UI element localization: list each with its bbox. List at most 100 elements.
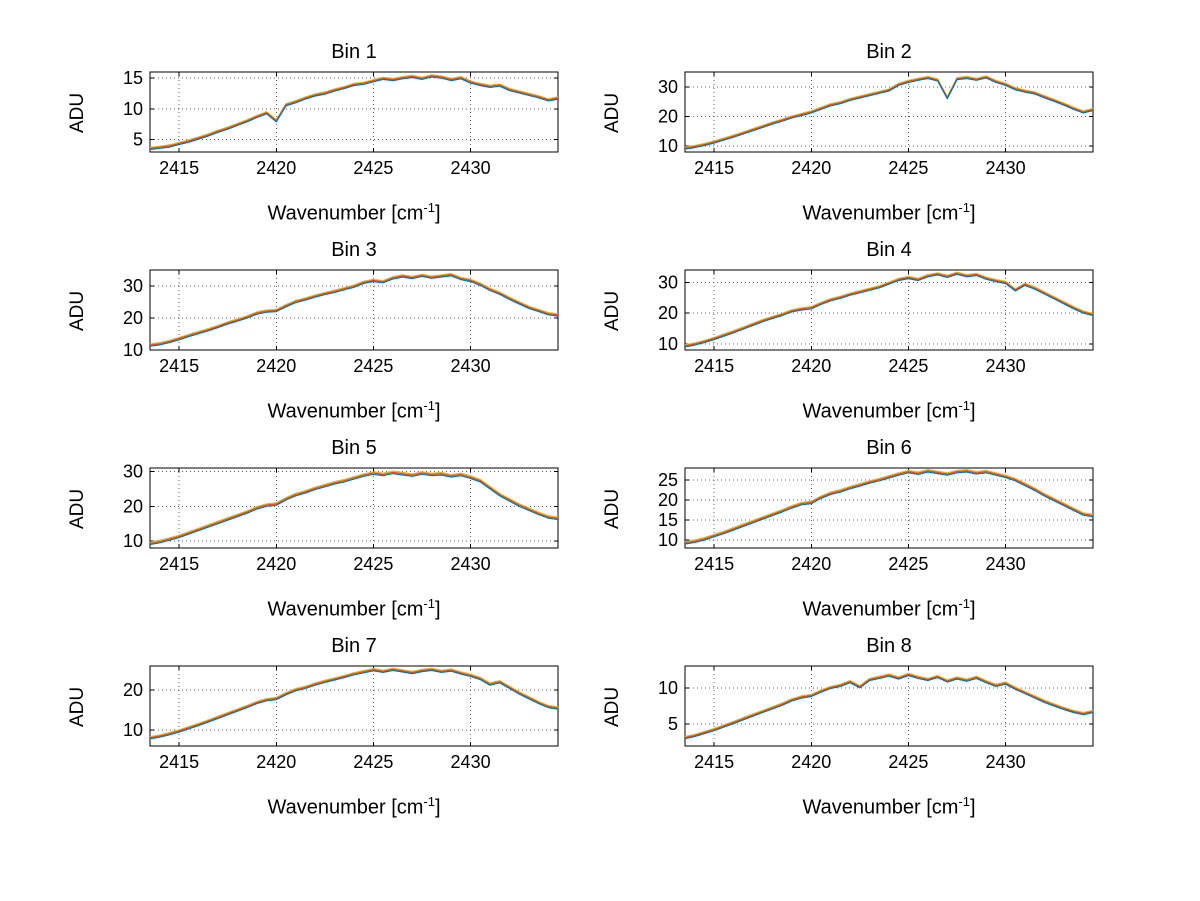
trace-yellow (684, 271, 1094, 346)
x-axis-label-close: ] (434, 796, 441, 819)
x-axis-label-text: Wavenumber [cm (802, 202, 959, 225)
y-axis-label: ADU (67, 290, 88, 331)
trace-orange (684, 470, 1094, 544)
y-tick-label: 20 (123, 496, 143, 516)
x-axis-label: Wavenumber [cm-1] (685, 596, 1093, 626)
y-tick-label: 30 (123, 462, 143, 481)
y-axis-label: ADU (67, 488, 88, 529)
plot-canvas-bin-5: 2415 2420 2425 2430 10 20 30 (123, 462, 559, 574)
trace-blue (684, 77, 1094, 150)
x-tick-label: 2415 (159, 158, 199, 178)
x-tick-label: 2420 (256, 752, 296, 772)
plot-body: ADU 2415 2420 2425 2430 10 20 30 (60, 264, 595, 398)
x-axis-label-close: ] (434, 400, 441, 423)
x-tick-label: 2425 (353, 554, 393, 574)
y-tick-label: 10 (658, 678, 678, 698)
y-tick-label: 10 (123, 720, 143, 740)
y-axis-label: ADU (602, 488, 623, 529)
plot-body: ADU 2415 2420 2425 2430 5 10 15 (60, 66, 595, 200)
trace-orange (149, 274, 559, 346)
trace-yellow (149, 272, 559, 345)
trace-yellow (684, 672, 1094, 738)
trace-yellow (149, 470, 559, 543)
x-axis-label: Wavenumber [cm-1] (685, 398, 1093, 428)
y-axis-label: ADU (602, 686, 623, 727)
plot-title: Bin 4 (866, 239, 912, 261)
trace-orange (149, 471, 559, 544)
x-axis-label-superscript: -1 (958, 200, 970, 215)
y-tick-label: 30 (123, 276, 143, 296)
trace-orange (149, 75, 559, 149)
x-tick-label: 2425 (888, 752, 928, 772)
x-tick-label: 2430 (451, 356, 491, 376)
x-axis-label: Wavenumber [cm-1] (150, 596, 558, 626)
x-axis-label-close: ] (969, 400, 976, 423)
plot-title: Bin 3 (331, 239, 377, 261)
axes-box (684, 665, 1094, 747)
y-tick-label: 30 (658, 272, 678, 292)
y-tick-label: 20 (123, 680, 143, 700)
trace-blue (684, 273, 1094, 348)
plot-title: Bin 1 (331, 41, 377, 63)
x-axis-label-text: Wavenumber [cm (802, 796, 959, 819)
plot-body: ADU 2415 2420 2425 2430 10 15 20 25 (595, 462, 1130, 596)
x-tick-label: 2420 (256, 356, 296, 376)
y-tick-label: 10 (658, 334, 678, 354)
axes-box (149, 467, 559, 549)
trace-blue (684, 471, 1094, 545)
x-tick-label: 2425 (888, 554, 928, 574)
subplot-bin-1: Bin 1 ADU 2415 2420 2425 2430 5 10 15 Wavenumb… (60, 38, 595, 232)
x-axis-label: Wavenumber [cm-1] (685, 200, 1093, 230)
plot-title: Bin 6 (866, 437, 912, 459)
y-tick-label: 15 (123, 68, 143, 88)
y-axis-label: ADU (67, 686, 88, 727)
x-tick-label: 2425 (353, 356, 393, 376)
subplot-bin-5: Bin 5 ADU 2415 2420 2425 2430 10 20 30 Wavenum… (60, 434, 595, 628)
x-tick-label: 2430 (451, 554, 491, 574)
x-tick-label: 2420 (791, 752, 831, 772)
axes-box (149, 269, 559, 351)
x-tick-label: 2430 (451, 752, 491, 772)
plot-canvas-bin-2: 2415 2420 2425 2430 10 20 30 (658, 71, 1094, 178)
y-tick-label: 5 (668, 714, 678, 734)
x-axis-label-superscript: -1 (423, 596, 435, 611)
y-tick-label: 20 (123, 308, 143, 328)
subplot-bin-6: Bin 6 ADU 2415 2420 2425 2430 10 15 20 25 Waven… (595, 434, 1130, 628)
trace-blue (149, 76, 559, 151)
y-tick-label: 30 (658, 77, 678, 97)
x-tick-label: 2415 (159, 356, 199, 376)
x-tick-label: 2425 (888, 158, 928, 178)
x-tick-label: 2430 (986, 752, 1026, 772)
y-tick-label: 20 (658, 106, 678, 126)
x-axis-label-close: ] (969, 796, 976, 819)
x-axis-label-text: Wavenumber [cm (802, 598, 959, 621)
x-tick-label: 2420 (791, 158, 831, 178)
x-tick-label: 2430 (986, 356, 1026, 376)
x-tick-label: 2415 (694, 356, 734, 376)
x-axis-label: Wavenumber [cm-1] (150, 200, 558, 230)
y-tick-label: 10 (123, 531, 143, 551)
x-axis-label-superscript: -1 (958, 398, 970, 413)
trace-orange (684, 272, 1094, 347)
plot-body: ADU 2415 2420 2425 2430 10 20 (60, 660, 595, 794)
x-axis-label-superscript: -1 (423, 398, 435, 413)
trace-orange (684, 76, 1094, 149)
x-axis-label-close: ] (969, 598, 976, 621)
x-tick-label: 2430 (451, 158, 491, 178)
subplot-bin-4: Bin 4 ADU 2415 2420 2425 2430 10 20 30 Wavenum… (595, 236, 1130, 430)
plot-canvas-bin-8: 2415 2420 2425 2430 5 10 (658, 665, 1094, 772)
x-tick-label: 2420 (256, 554, 296, 574)
axes-box (684, 71, 1094, 153)
y-tick-label: 10 (658, 530, 678, 550)
subplot-bin-2: Bin 2 ADU 2415 2420 2425 2430 10 20 30 Wavenum… (595, 38, 1130, 232)
x-axis-label: Wavenumber [cm-1] (685, 794, 1093, 824)
x-axis-label-superscript: -1 (958, 596, 970, 611)
x-axis-label-text: Wavenumber [cm (267, 796, 424, 819)
plot-title: Bin 7 (331, 635, 377, 657)
x-tick-label: 2420 (256, 158, 296, 178)
x-tick-label: 2415 (694, 752, 734, 772)
plot-title: Bin 2 (866, 41, 912, 63)
y-tick-label: 10 (123, 99, 143, 119)
